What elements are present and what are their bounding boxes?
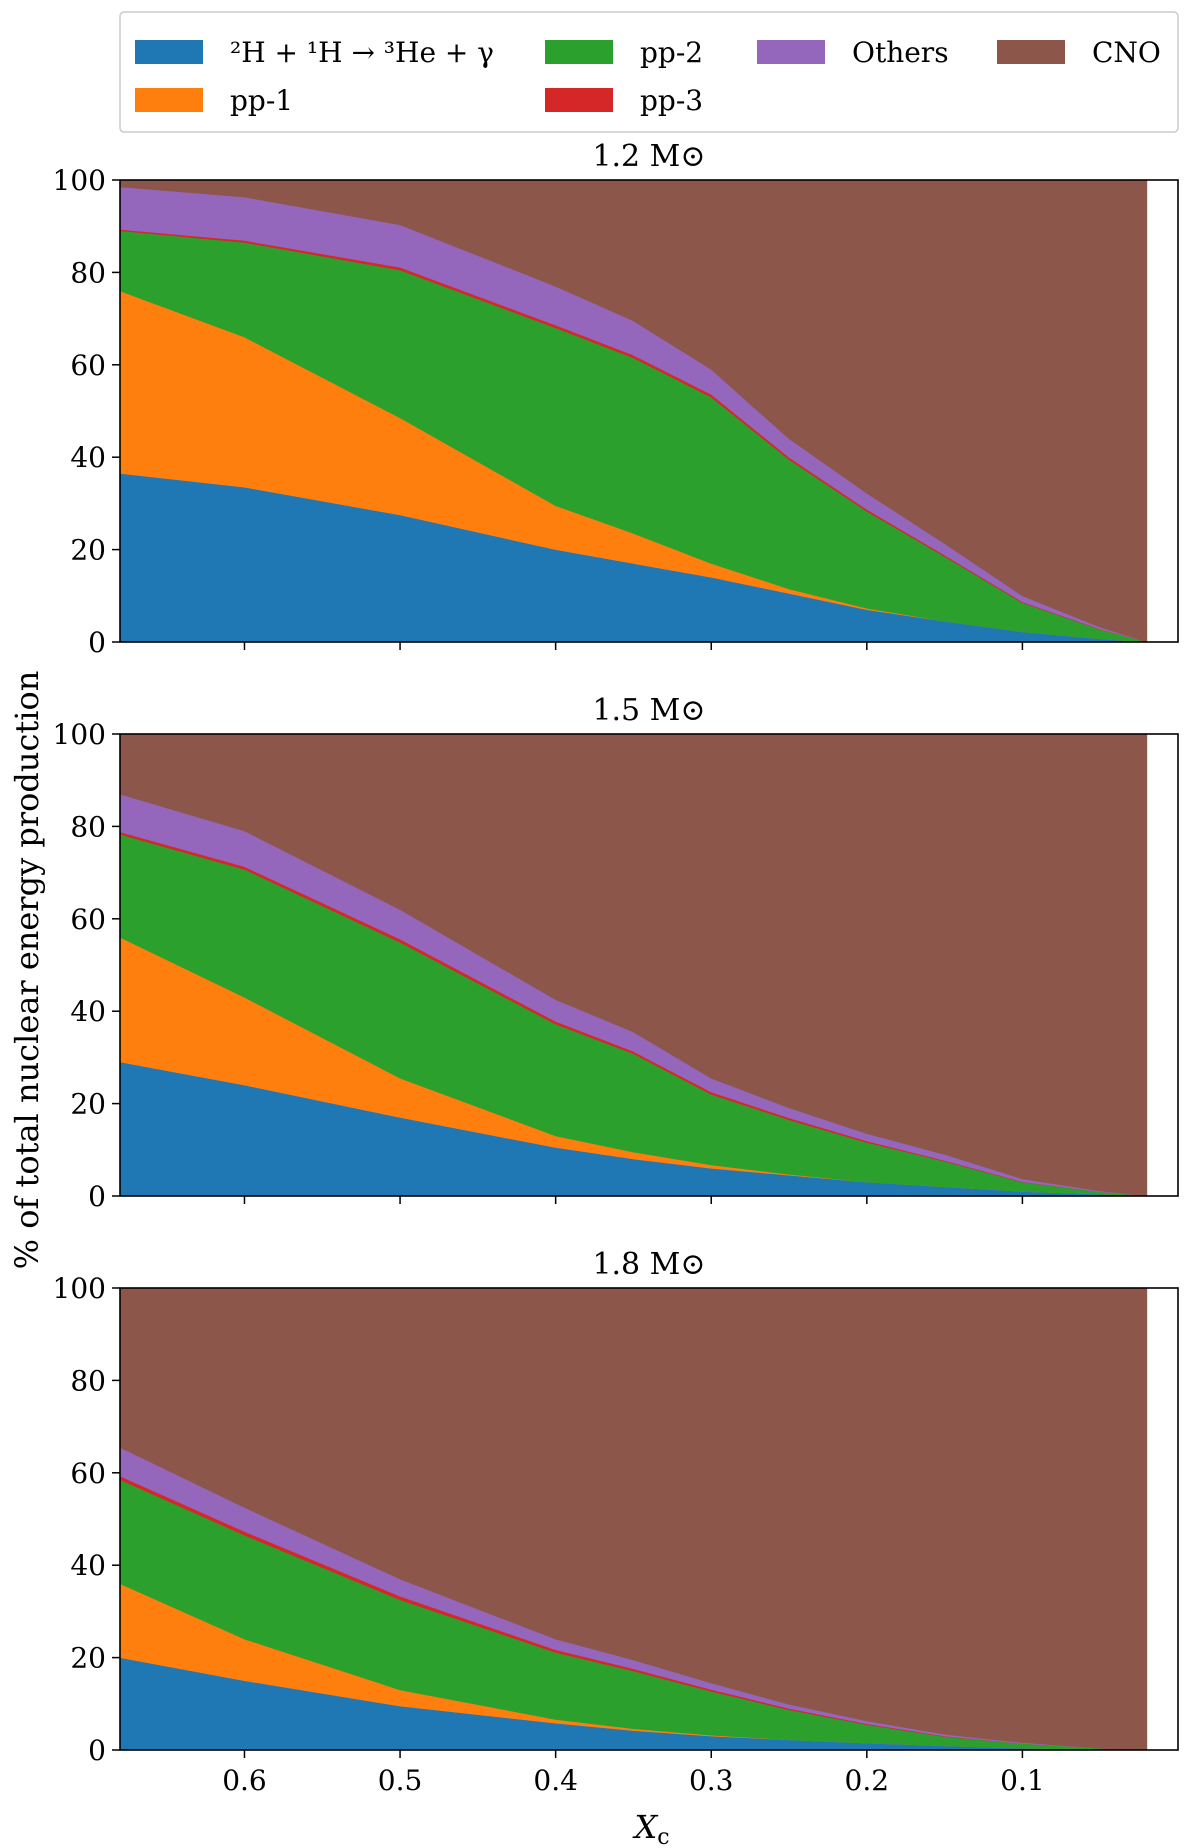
legend-label-pp2: pp-2	[640, 36, 703, 69]
legend: ²H + ¹H → ³He + γ pp-2 Others CNO pp-1 p…	[119, 11, 1179, 133]
y-tick-label: 60	[70, 903, 106, 936]
y-tick-label: 20	[70, 1088, 106, 1121]
legend-swatch-cno	[997, 40, 1065, 64]
legend-swatch-others	[757, 40, 825, 64]
y-tick-label: 40	[70, 441, 106, 474]
x-axis-label-main: X	[631, 1808, 658, 1846]
x-tick-label: 0.2	[845, 1764, 890, 1797]
panel-1: 0 20 40 60 80 100 1.2 M⊙	[53, 139, 1179, 659]
plot-frame	[119, 733, 1179, 1197]
areas	[120, 180, 1148, 642]
y-tick-label: 60	[70, 1457, 106, 1490]
legend-label-cno: CNO	[1092, 36, 1161, 69]
y-tick-label: 100	[53, 718, 106, 751]
y-tick-label: 0	[88, 1734, 106, 1767]
plot-frame	[119, 179, 1179, 643]
legend-label-pp3: pp-3	[640, 84, 703, 117]
y-tick-label: 80	[70, 1364, 106, 1397]
legend-swatch-pp2	[545, 40, 613, 64]
legend-label-d-h: ²H + ¹H → ³He + γ	[230, 36, 494, 69]
legend-swatch-d-h	[135, 40, 203, 64]
x-axis-label: Xc	[631, 1808, 669, 1848]
area-cno	[120, 734, 1148, 1196]
x-tick-label: 0.1	[1000, 1764, 1045, 1797]
areas	[120, 734, 1148, 1196]
y-tick-label: 60	[70, 349, 106, 382]
legend-frame	[119, 11, 1179, 133]
panels: 0 20 40 60 80 100 1.2 M⊙ 0 20 40 60 80 100 1.5 M⊙ 0 20 4…	[53, 139, 1179, 1797]
y-axis-label: % of total nuclear energy production	[8, 671, 46, 1270]
panel-3: 0 20 40 60 80 100 0.6 0.5 0.4 0.3 0.2 0.1 1.8 M⊙	[53, 1247, 1179, 1797]
y-tick-label: 20	[70, 534, 106, 567]
y-tick-label: 0	[88, 626, 106, 659]
y-tick-label: 80	[70, 810, 106, 843]
x-tick-label: 0.4	[533, 1764, 578, 1797]
area-cno	[120, 1288, 1148, 1750]
x-tick-label: 0.6	[222, 1764, 267, 1797]
areas	[120, 1288, 1148, 1750]
x-tick-label: 0.5	[378, 1764, 423, 1797]
area-cno	[120, 180, 1148, 642]
legend-swatch-pp1	[135, 88, 203, 112]
y-tick-label: 20	[70, 1642, 106, 1675]
y-tick-label: 100	[53, 1272, 106, 1305]
panel-title: 1.8 M⊙	[592, 1247, 705, 1282]
y-tick-label: 40	[70, 1549, 106, 1582]
y-tick-label: 40	[70, 995, 106, 1028]
plot-frame	[119, 1287, 1179, 1751]
y-tick-label: 100	[53, 164, 106, 197]
panel-title: 1.2 M⊙	[592, 139, 705, 174]
y-tick-label: 0	[88, 1180, 106, 1213]
panel-2: 0 20 40 60 80 100 1.5 M⊙	[53, 693, 1179, 1213]
x-tick-label: 0.3	[689, 1764, 734, 1797]
x-axis-label-sub: c	[657, 1825, 669, 1848]
panel-title: 1.5 M⊙	[592, 693, 705, 728]
legend-label-pp1: pp-1	[230, 84, 293, 117]
y-tick-label: 80	[70, 256, 106, 289]
legend-swatch-pp3	[545, 88, 613, 112]
legend-label-others: Others	[852, 36, 949, 69]
